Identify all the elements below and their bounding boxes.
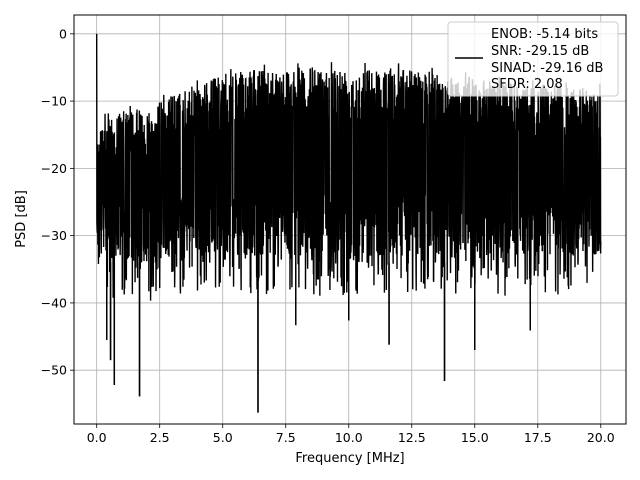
legend-sfdr: SFDR: 2.08: [491, 77, 563, 92]
psd-line: [95, 33, 602, 413]
y-tick-label: −40: [41, 295, 67, 310]
x-axis-ticks: 0.0 2.5 5.0 7.5 10.0 12.5 15.0 17.5 20.0: [87, 424, 615, 445]
axes-frame: [73, 14, 627, 425]
legend: ENOB: -5.14 bits SNR: -29.15 dB SINAD: -…: [447, 21, 619, 97]
legend-box: [447, 21, 619, 97]
y-tick-label: −20: [41, 161, 67, 176]
x-tick-label: 10.0: [335, 430, 363, 445]
y-tick-label: −30: [41, 228, 67, 243]
y-axis-ticks: 0 −10 −20 −30 −40 −50: [41, 26, 74, 378]
x-tick-label: 15.0: [461, 430, 489, 445]
x-tick-label: 5.0: [213, 430, 233, 445]
y-tick-label: 0: [59, 26, 67, 41]
x-tick-label: 20.0: [587, 430, 615, 445]
x-tick-label: 0.0: [87, 430, 107, 445]
x-tick-label: 7.5: [276, 430, 296, 445]
y-tick-label: −10: [41, 94, 67, 109]
x-tick-label: 2.5: [150, 430, 170, 445]
legend-snr: SNR: -29.15 dB: [491, 44, 589, 59]
y-axis-label: PSD [dB]: [14, 190, 29, 248]
x-axis-label: Frequency [MHz]: [295, 451, 404, 466]
series-psd: [95, 33, 602, 413]
y-tick-label: −50: [41, 363, 67, 378]
x-tick-label: 17.5: [524, 430, 552, 445]
legend-sinad: SINAD: -29.16 dB: [491, 61, 603, 76]
legend-enob: ENOB: -5.14 bits: [491, 27, 598, 42]
x-tick-label: 12.5: [398, 430, 426, 445]
